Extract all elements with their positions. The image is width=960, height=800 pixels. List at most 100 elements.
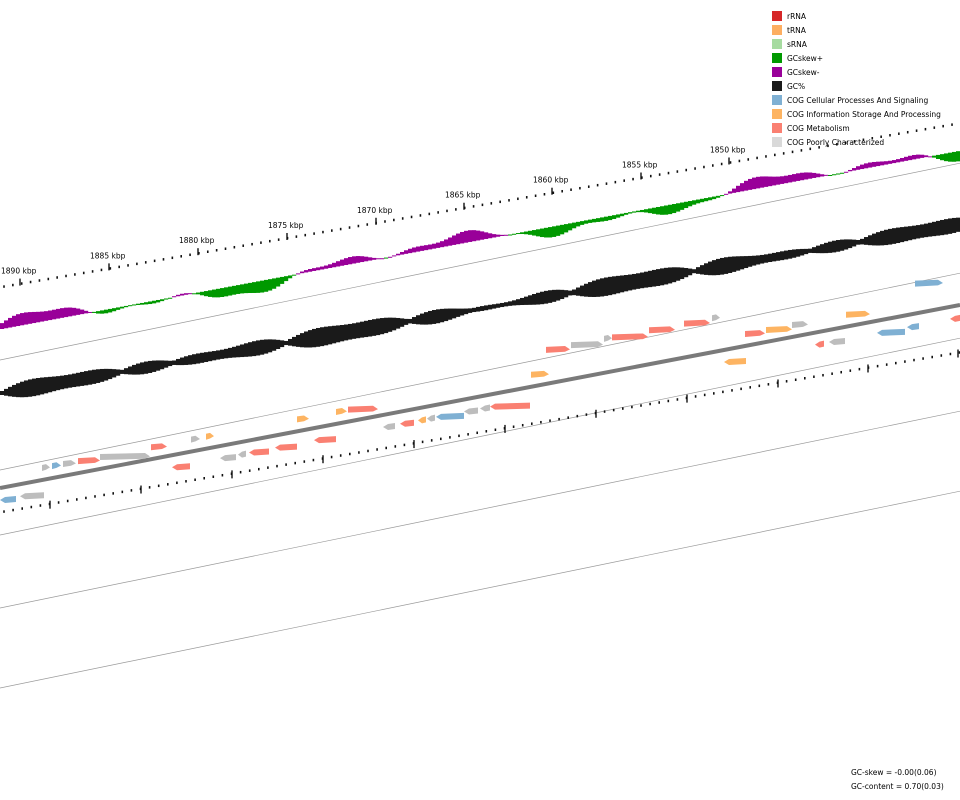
gc-skew-negative-bar xyxy=(272,278,277,289)
gc-skew-negative-bar xyxy=(212,289,217,298)
gc-skew-positive-bar xyxy=(416,246,421,252)
gc-content-bar xyxy=(416,315,421,325)
ring-guide-line xyxy=(0,162,960,361)
gc-skew-negative-bar xyxy=(636,210,641,213)
gc-skew-positive-bar xyxy=(60,308,65,318)
gc-content-bar xyxy=(704,263,709,275)
gc-content-bar xyxy=(164,360,169,368)
gc-skew-negative-bar xyxy=(544,227,549,238)
gc-skew-positive-bar xyxy=(488,233,493,239)
gc-skew-negative-bar xyxy=(268,279,273,291)
gc-skew-negative-bar xyxy=(260,280,265,293)
gc-skew-positive-bar xyxy=(340,259,345,266)
legend-item: GCskew- xyxy=(772,65,941,79)
gc-content-bar xyxy=(344,324,349,341)
gc-content-bar xyxy=(460,308,465,316)
gc-content-bar xyxy=(20,381,25,398)
stats-box: GC-skew = -0.00(0.06) GC-content = 0.70(… xyxy=(851,766,944,794)
gc-content-bar xyxy=(676,267,681,281)
gc-content-bar xyxy=(912,225,917,240)
gc-skew-negative-bar xyxy=(692,200,697,205)
gc-skew-negative-bar xyxy=(564,224,569,233)
gc-content-bar xyxy=(844,239,849,250)
gc-content-bar xyxy=(624,275,629,292)
ring-guide-line xyxy=(0,490,960,689)
gc-content-bar xyxy=(48,376,53,393)
gc-skew-positive-bar xyxy=(344,258,349,266)
gene-arrow xyxy=(604,334,612,342)
gc-skew-positive-bar xyxy=(740,183,745,192)
gc-content-bar xyxy=(584,283,589,297)
gc-skew-negative-bar xyxy=(676,203,681,212)
gc-skew-negative-bar xyxy=(616,214,621,218)
gene-arrow xyxy=(348,405,378,413)
gc-content-bar xyxy=(520,297,525,306)
gc-skew-positive-bar xyxy=(852,168,857,171)
gc-content-bar xyxy=(16,383,21,398)
gc-content-bar xyxy=(468,308,473,313)
gc-content-bar xyxy=(388,317,393,332)
gc-content-bar xyxy=(204,352,209,363)
gc-content-bar xyxy=(84,371,89,386)
gc-content-bar xyxy=(72,373,77,388)
gc-skew-positive-bar xyxy=(372,257,377,260)
gc-skew-positive-bar xyxy=(408,248,413,254)
gc-skew-positive-bar xyxy=(776,176,781,185)
legend-swatch xyxy=(772,11,782,21)
gc-content-bar xyxy=(808,248,813,253)
gc-skew-negative-bar xyxy=(672,204,677,214)
gc-content-bar xyxy=(372,319,377,336)
gc-content-bar xyxy=(452,308,457,319)
gc-content-bar xyxy=(784,250,789,260)
gene-arrow xyxy=(418,416,426,424)
gc-skew-positive-bar xyxy=(904,156,909,161)
gc-content-bar xyxy=(496,303,501,308)
gc-skew-negative-bar xyxy=(192,293,197,295)
gc-content-bar xyxy=(776,252,781,261)
gc-content-bar xyxy=(524,296,529,305)
gene-arrow xyxy=(846,310,870,318)
gc-skew-negative-bar xyxy=(648,208,653,214)
gc-content-bar xyxy=(244,343,249,357)
ruler-label: 1850 kbp xyxy=(710,145,746,154)
gc-skew-positive-bar xyxy=(396,253,401,256)
gc-content-bar xyxy=(708,261,713,276)
gc-content-bar xyxy=(796,249,801,257)
gc-skew-negative-bar xyxy=(136,303,141,306)
gene-arrow xyxy=(220,454,236,462)
gc-skew-positive-bar xyxy=(324,265,329,269)
gc-content-bar xyxy=(300,333,305,348)
gc-skew-positive-bar xyxy=(872,161,877,167)
gc-content-bar xyxy=(548,290,553,303)
legend-label: GCskew+ xyxy=(787,53,824,63)
gc-skew-negative-bar xyxy=(120,306,125,309)
gene-arrow xyxy=(297,415,309,423)
gc-skew-negative-bar xyxy=(640,209,645,213)
gc-skew-positive-bar xyxy=(796,173,801,181)
gc-skew-positive-bar xyxy=(48,310,53,321)
gc-content-bar xyxy=(680,267,685,280)
gc-skew-negative-bar xyxy=(932,155,937,158)
gc-skew-negative-bar xyxy=(624,212,629,215)
gc-content-bar xyxy=(788,249,793,259)
gc-skew-positive-bar xyxy=(400,251,405,255)
gc-skew-positive-bar xyxy=(908,155,913,161)
gene-arrow xyxy=(815,340,824,348)
gc-skew-positive-bar xyxy=(860,164,865,170)
gene-arrow xyxy=(829,337,845,345)
gc-content-bar xyxy=(224,348,229,359)
gc-skew-positive-bar xyxy=(812,172,817,178)
gc-content-bar xyxy=(664,267,669,285)
gc-content-bar xyxy=(640,272,645,289)
gc-content-bar xyxy=(36,377,41,396)
gc-skew-positive-bar xyxy=(432,243,437,249)
gc-content-bar xyxy=(364,320,369,338)
gc-skew-negative-bar xyxy=(240,284,245,294)
gc-content-bar xyxy=(820,244,825,254)
legend-label: COG Metabolism xyxy=(787,123,850,133)
ring-guide-line xyxy=(0,410,960,609)
gc-skew-negative-bar xyxy=(92,311,97,313)
gc-skew-positive-bar xyxy=(332,262,337,268)
gc-content-bar xyxy=(116,369,121,376)
gc-skew-positive-bar xyxy=(920,154,925,158)
